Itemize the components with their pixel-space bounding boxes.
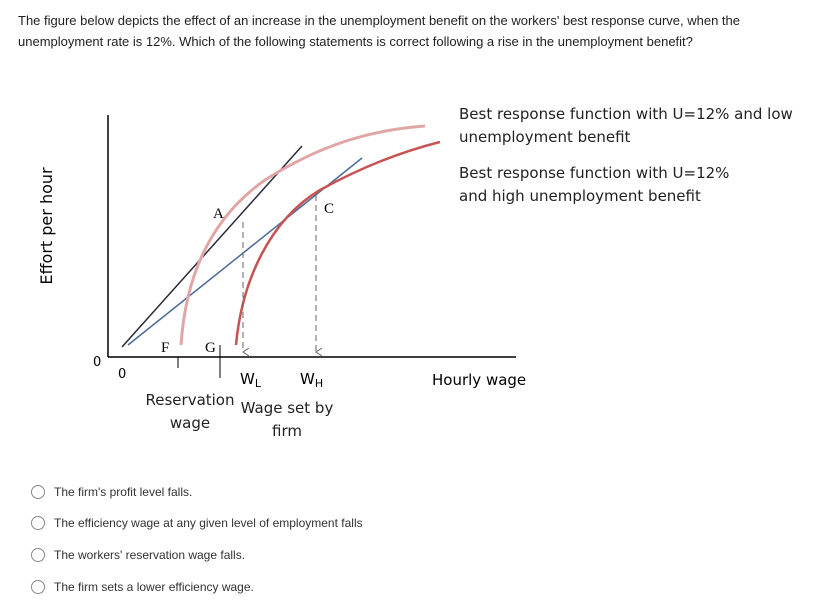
radio[interactable] <box>31 516 45 530</box>
option[interactable]: The firm's profit level falls. <box>31 485 192 499</box>
question-text: The figure below depicts the effect of a… <box>18 13 740 49</box>
origin-label: 0 <box>118 367 126 382</box>
option-text: The workers' reservation wage falls. <box>54 548 246 562</box>
wage-label: WH <box>300 370 323 390</box>
legend-low: Best response function with U=12% and lo… <box>459 105 793 146</box>
y-axis-label: Effort per hour <box>37 167 56 285</box>
isocost-line <box>121 145 303 348</box>
point-label: A <box>213 206 224 222</box>
radio[interactable] <box>31 548 45 562</box>
x-axis-label: Hourly wage <box>432 371 526 389</box>
wage-main: W <box>240 370 255 388</box>
point-label: G <box>205 340 216 356</box>
wage-set-label: Wage set by firm <box>240 399 334 440</box>
radio[interactable] <box>31 485 45 499</box>
best-response-high <box>234 140 441 346</box>
best-response-low <box>179 124 426 346</box>
wage-sub: L <box>255 377 262 390</box>
option-text: The firm's profit level falls. <box>54 485 193 499</box>
wage-main: W <box>300 370 315 388</box>
point-label: F <box>161 340 169 356</box>
option[interactable]: The firm sets a lower efficiency wage. <box>31 580 254 594</box>
option[interactable]: The workers' reservation wage falls. <box>31 548 245 562</box>
origin-label: 0 <box>93 355 101 370</box>
option-text: The efficiency wage at any given level o… <box>54 516 363 530</box>
radio[interactable] <box>31 580 45 594</box>
option-text: The firm sets a lower efficiency wage. <box>54 580 254 594</box>
wage-sub: H <box>315 377 323 390</box>
point-label: C <box>324 201 334 217</box>
wage-label: WL <box>240 370 262 390</box>
legend-high: Best response function with U=12% and hi… <box>459 164 730 205</box>
option[interactable]: The efficiency wage at any given level o… <box>31 516 363 530</box>
reservation-wage-label: Reservation wage <box>145 391 235 432</box>
